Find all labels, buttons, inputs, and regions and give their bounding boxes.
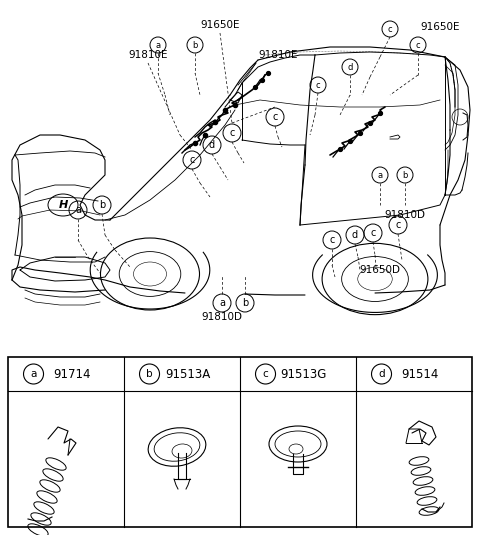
Text: b: b — [242, 298, 248, 308]
Text: c: c — [229, 128, 235, 138]
Text: d: d — [378, 369, 385, 379]
Text: a: a — [75, 205, 81, 215]
Text: 91513A: 91513A — [165, 368, 210, 380]
Text: c: c — [189, 155, 195, 165]
Text: b: b — [402, 171, 408, 180]
Text: 91810D: 91810D — [202, 312, 242, 322]
Text: c: c — [263, 369, 268, 379]
Text: c: c — [370, 228, 376, 238]
Text: a: a — [377, 171, 383, 180]
Text: c: c — [396, 220, 401, 230]
Text: a: a — [156, 41, 161, 50]
Text: 91810E: 91810E — [258, 50, 298, 60]
Text: c: c — [416, 41, 420, 50]
Text: b: b — [99, 200, 105, 210]
Text: 91650D: 91650D — [360, 265, 400, 275]
Text: c: c — [272, 112, 278, 122]
Bar — [8, 357, 472, 527]
Text: b: b — [146, 369, 153, 379]
Text: d: d — [348, 63, 353, 72]
Text: c: c — [388, 25, 392, 34]
Text: 91714: 91714 — [53, 368, 91, 380]
Text: d: d — [352, 230, 358, 240]
Text: b: b — [192, 41, 198, 50]
Text: H: H — [59, 200, 68, 210]
Text: c: c — [329, 235, 335, 245]
Text: a: a — [219, 298, 225, 308]
Text: 91650E: 91650E — [420, 22, 460, 32]
Text: a: a — [30, 369, 36, 379]
Text: 91514: 91514 — [401, 368, 439, 380]
Text: 91513G: 91513G — [281, 368, 327, 380]
Text: d: d — [209, 140, 215, 150]
Text: 91810D: 91810D — [384, 210, 425, 220]
Text: 91650E: 91650E — [200, 20, 240, 30]
Text: 91810E: 91810E — [128, 50, 168, 60]
Text: c: c — [316, 80, 320, 89]
